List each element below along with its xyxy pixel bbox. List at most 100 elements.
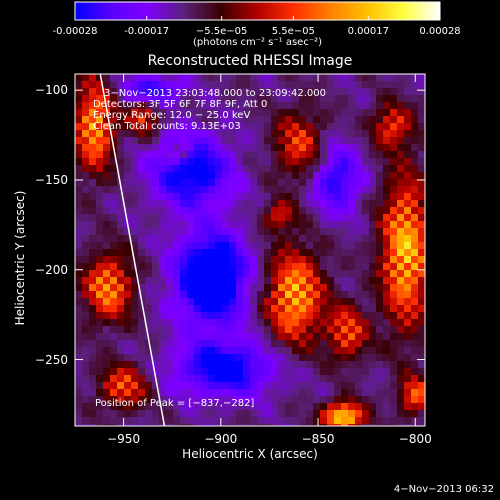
heatmap-cell <box>341 389 349 397</box>
heatmap-cell <box>75 270 83 278</box>
heatmap-cell <box>411 410 419 418</box>
heatmap-cell <box>159 298 167 306</box>
heatmap-cell <box>362 172 370 180</box>
heatmap-cell <box>173 228 181 236</box>
heatmap-cell <box>96 298 104 306</box>
heatmap-cell <box>341 375 349 383</box>
heatmap-cell <box>166 81 174 89</box>
heatmap-cell <box>166 256 174 264</box>
heatmap-cell <box>96 109 104 117</box>
heatmap-cell <box>131 382 139 390</box>
heatmap-cell <box>285 284 293 292</box>
heatmap-cell <box>152 382 160 390</box>
heatmap-cell <box>411 361 419 369</box>
heatmap-cell <box>264 361 272 369</box>
heatmap-cell <box>341 403 349 411</box>
heatmap-cell <box>355 200 363 208</box>
heatmap-cell <box>418 88 425 96</box>
heatmap-cell <box>341 354 349 362</box>
heatmap-cell <box>257 88 265 96</box>
heatmap-cell <box>369 116 377 124</box>
heatmap-cell <box>173 172 181 180</box>
heatmap-cell <box>75 403 83 411</box>
heatmap-cell <box>341 88 349 96</box>
heatmap-cell <box>208 319 216 327</box>
heatmap-cell <box>404 123 412 131</box>
heatmap-cell <box>327 179 335 187</box>
heatmap-cell <box>236 207 244 215</box>
heatmap-cell <box>383 298 391 306</box>
heatmap-cell <box>341 368 349 376</box>
heatmap-cell <box>411 249 419 257</box>
heatmap-cell <box>390 193 398 201</box>
heatmap-cell <box>138 116 146 124</box>
heatmap-cell <box>404 270 412 278</box>
heatmap-cell <box>376 375 384 383</box>
heatmap-cell <box>397 291 405 299</box>
heatmap-cell <box>243 361 251 369</box>
heatmap-cell <box>278 249 286 257</box>
heatmap-cell <box>313 277 321 285</box>
heatmap-cell <box>229 333 237 341</box>
heatmap-cell <box>334 186 342 194</box>
heatmap-cell <box>117 298 125 306</box>
heatmap-cell <box>89 410 97 418</box>
heatmap-cell <box>397 361 405 369</box>
heatmap-cell <box>243 298 251 306</box>
heatmap-cell <box>243 235 251 243</box>
heatmap-cell <box>110 109 118 117</box>
heatmap-cell <box>285 221 293 229</box>
heatmap-cell <box>397 382 405 390</box>
heatmap-cell <box>271 137 279 145</box>
heatmap-cell <box>285 95 293 103</box>
heatmap-cell <box>299 144 307 152</box>
heatmap-cell <box>355 291 363 299</box>
heatmap-cell <box>82 158 90 166</box>
heatmap-cell <box>376 214 384 222</box>
heatmap-cell <box>390 95 398 103</box>
heatmap-cell <box>348 151 356 159</box>
heatmap-cell <box>327 424 335 426</box>
heatmap-cell <box>159 403 167 411</box>
heatmap-cell <box>404 186 412 194</box>
heatmap-cell <box>229 242 237 250</box>
heatmap-cell <box>96 221 104 229</box>
heatmap-cell <box>397 424 405 426</box>
heatmap-cell <box>383 207 391 215</box>
heatmap-cell <box>110 340 118 348</box>
heatmap-cell <box>236 291 244 299</box>
annotation-clean-counts: Clean Total counts: 9.13E+03 <box>93 121 241 132</box>
heatmap-cell <box>278 228 286 236</box>
heatmap-cell <box>222 270 230 278</box>
colorbar-tick-label: 0.00017 <box>347 26 389 37</box>
heatmap-cell <box>285 214 293 222</box>
heatmap-cell <box>313 347 321 355</box>
heatmap-cell <box>201 382 209 390</box>
heatmap-cell <box>236 417 244 425</box>
heatmap-cell <box>166 165 174 173</box>
heatmap-cell <box>194 389 202 397</box>
heatmap-cell <box>376 333 384 341</box>
heatmap-cell <box>327 193 335 201</box>
heatmap-cell <box>369 172 377 180</box>
heatmap-cell <box>418 361 425 369</box>
heatmap-cell <box>292 144 300 152</box>
heatmap-cell <box>271 382 279 390</box>
heatmap-cell <box>236 368 244 376</box>
heatmap-cell <box>229 326 237 334</box>
heatmap-cell <box>215 396 223 404</box>
heatmap-cell <box>257 361 265 369</box>
heatmap-cell <box>285 368 293 376</box>
heatmap-cell <box>341 347 349 355</box>
heatmap-cell <box>222 368 230 376</box>
heatmap-cell <box>348 284 356 292</box>
heatmap-cell <box>166 277 174 285</box>
heatmap-cell <box>320 95 328 103</box>
heatmap-cell <box>348 88 356 96</box>
heatmap-cell <box>166 270 174 278</box>
heatmap-cell <box>404 305 412 313</box>
heatmap-cell <box>334 158 342 166</box>
heatmap-cell <box>369 256 377 264</box>
heatmap-cell <box>152 95 160 103</box>
heatmap-cell <box>348 263 356 271</box>
